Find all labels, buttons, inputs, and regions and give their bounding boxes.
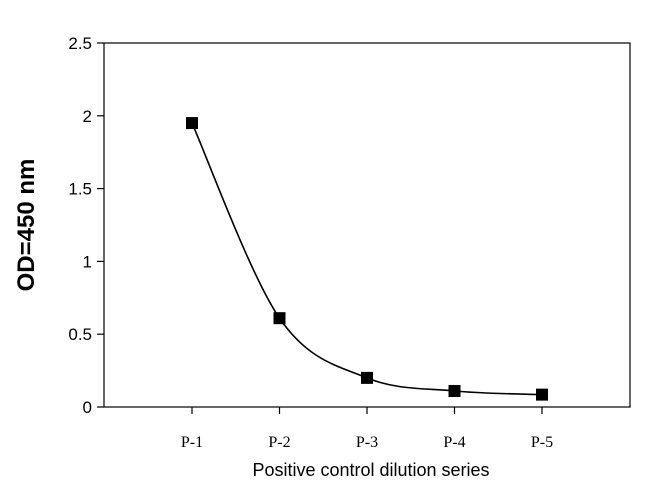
y-tick-label: 2.5 [68, 34, 92, 53]
x-tick-label: P-4 [443, 434, 465, 451]
y-tick-label: 1.5 [68, 180, 92, 199]
fit-curve [191, 122, 543, 396]
data-point [536, 388, 548, 401]
data-point [186, 117, 198, 130]
y-tick-label: 0.5 [68, 325, 92, 344]
x-tick-label: P-5 [531, 434, 553, 451]
y-axis-label: OD=450 nm [13, 159, 40, 292]
data-point [448, 384, 461, 397]
x-tick-label: P-3 [356, 434, 378, 451]
x-tick-label: P-2 [268, 434, 290, 451]
data-points [186, 117, 548, 401]
y-tick-label: 1 [83, 252, 92, 271]
x-axis-ticks: P-1 P-2 P-3 P-4 P-5 [181, 407, 553, 451]
x-tick-label: P-1 [181, 434, 203, 451]
y-tick-label: 0 [83, 398, 92, 417]
x-axis-label: Positive control dilution series [252, 460, 489, 480]
y-tick-label: 2 [83, 107, 92, 126]
data-point [273, 312, 286, 325]
y-axis-ticks: 0 0.5 1 1.5 2 2.5 [68, 34, 104, 417]
plot-frame [103, 42, 631, 408]
data-point [361, 371, 373, 384]
